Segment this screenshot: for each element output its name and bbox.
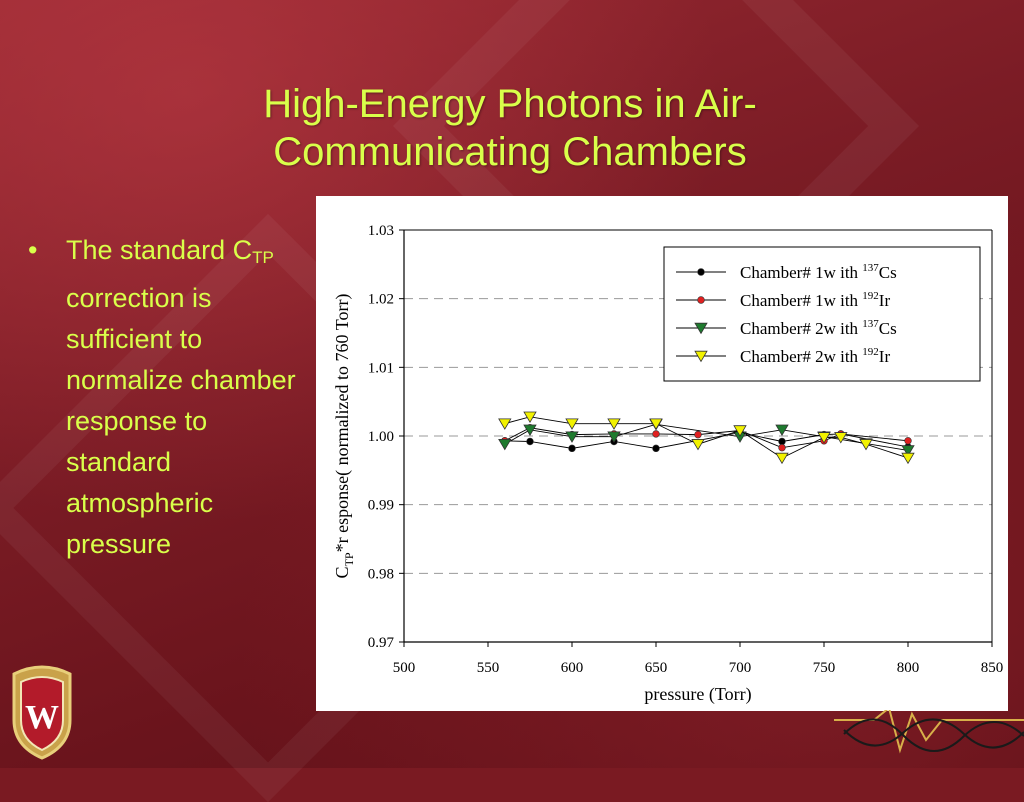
data-point xyxy=(652,430,660,438)
data-point xyxy=(859,439,873,451)
slide-title-line-1: High-Energy Photons in Air- xyxy=(263,82,757,126)
data-point xyxy=(607,418,621,430)
legend-label-element: Ir xyxy=(879,347,891,366)
bullet-list: • The standard CTP correction is suffici… xyxy=(28,230,308,565)
y-tick-label: 1.02 xyxy=(368,292,394,308)
x-tick-label: 550 xyxy=(477,660,500,676)
university-crest-logo: W xyxy=(12,665,72,760)
x-axis-label: pressure (Torr) xyxy=(644,684,751,705)
legend-label-superscript: 192 xyxy=(862,290,879,302)
data-point xyxy=(733,425,747,437)
x-tick-label: 800 xyxy=(897,660,920,676)
x-tick-label: 500 xyxy=(393,660,416,676)
legend-label-text: Chamber# 2w ith xyxy=(740,347,862,366)
y-tick-label: 1.03 xyxy=(368,223,394,239)
bullet-text: The standard CTP correction is sufficien… xyxy=(66,230,308,565)
data-point xyxy=(607,431,621,443)
bullet-text-part-1: The standard C xyxy=(66,235,253,265)
y-tick-label: 1.00 xyxy=(368,429,394,445)
legend-label: Chamber# 2w ith 137Cs xyxy=(740,318,897,338)
pressure-response-chart: 0.97 0.98 0.99 1.00 1.01 1.02 1.03 500 550 600 650… xyxy=(332,223,1004,705)
legend-label-element: Ir xyxy=(879,291,891,310)
legend-label-superscript: 192 xyxy=(862,346,879,358)
series-3 xyxy=(498,419,915,457)
legend-label-element: Cs xyxy=(879,263,897,282)
data-point xyxy=(778,443,786,452)
data-point xyxy=(775,452,789,465)
x-tick-label: 850 xyxy=(981,660,1004,676)
y-axis-label-subscript: TP xyxy=(342,552,356,566)
data-point xyxy=(565,418,579,430)
slide-title-line-2: Communicating Chambers xyxy=(273,130,747,174)
bullet-text-part-2: correction is sufficient to normalize ch… xyxy=(66,283,296,559)
data-point xyxy=(901,445,915,457)
y-axis-label-text: *r esponse( normalized to 760 Torr) xyxy=(332,294,353,553)
data-point xyxy=(694,430,702,439)
data-point xyxy=(526,437,534,446)
chart-panel: 0.97 0.98 0.99 1.00 1.01 1.02 1.03 500 550 600 650… xyxy=(316,196,1008,711)
data-point xyxy=(691,439,705,451)
legend-label-text: Chamber# 2w ith xyxy=(740,319,862,338)
data-point xyxy=(498,418,512,430)
logo-letter: W xyxy=(25,699,59,736)
y-tick-label: 0.97 xyxy=(368,635,395,651)
data-point xyxy=(565,431,579,443)
data-point xyxy=(817,432,831,444)
data-point xyxy=(778,437,786,446)
data-point xyxy=(904,437,912,445)
x-tick-label: 650 xyxy=(645,660,668,676)
ecg-wave-decoration xyxy=(834,710,1024,754)
series-4 xyxy=(498,411,915,465)
series-line xyxy=(504,416,909,459)
data-point xyxy=(498,439,512,451)
x-tick-label: 700 xyxy=(729,660,752,676)
data-point xyxy=(523,424,537,437)
legend-marker xyxy=(694,350,708,363)
series-line xyxy=(504,423,909,451)
data-point xyxy=(834,432,848,444)
bullet-marker: • xyxy=(28,235,38,265)
series-1 xyxy=(501,428,912,453)
legend-marker xyxy=(694,322,708,335)
legend-label-superscript: 137 xyxy=(862,262,879,274)
x-tick-label: 600 xyxy=(561,660,584,676)
data-point xyxy=(649,418,663,430)
x-tick-label: 750 xyxy=(813,660,836,676)
legend-label-text: Chamber# 1w ith xyxy=(740,291,862,310)
legend-label-superscript: 137 xyxy=(862,318,879,330)
slide-title: High-Energy Photons in Air- Communicatin… xyxy=(150,80,870,176)
series-line xyxy=(504,427,909,449)
legend-label-text: Chamber# 1w ith xyxy=(740,263,862,282)
legend-label: Chamber# 1w ith 137Cs xyxy=(740,262,897,282)
legend-label: Chamber# 2w ith 192Ir xyxy=(740,346,890,366)
bullet-text-subscript: TP xyxy=(252,248,274,267)
legend-label: Chamber# 1w ith 192Ir xyxy=(740,290,890,310)
y-tick-label: 1.01 xyxy=(368,360,394,376)
y-tick-label: 0.98 xyxy=(368,566,394,582)
legend-box xyxy=(663,246,981,382)
legend-label-element: Cs xyxy=(879,319,897,338)
bullet-item: • The standard CTP correction is suffici… xyxy=(28,230,308,565)
y-axis-label: CTP*r esponse( normalized to 760 Torr) xyxy=(332,294,356,579)
data-point xyxy=(523,411,537,423)
data-point xyxy=(652,444,660,453)
data-point xyxy=(901,452,915,465)
y-axis-label-prefix: C xyxy=(332,566,352,578)
y-tick-label: 0.99 xyxy=(368,498,394,514)
legend-marker xyxy=(697,296,705,304)
data-point xyxy=(775,424,789,437)
legend-marker xyxy=(697,268,705,276)
data-point xyxy=(568,444,576,453)
